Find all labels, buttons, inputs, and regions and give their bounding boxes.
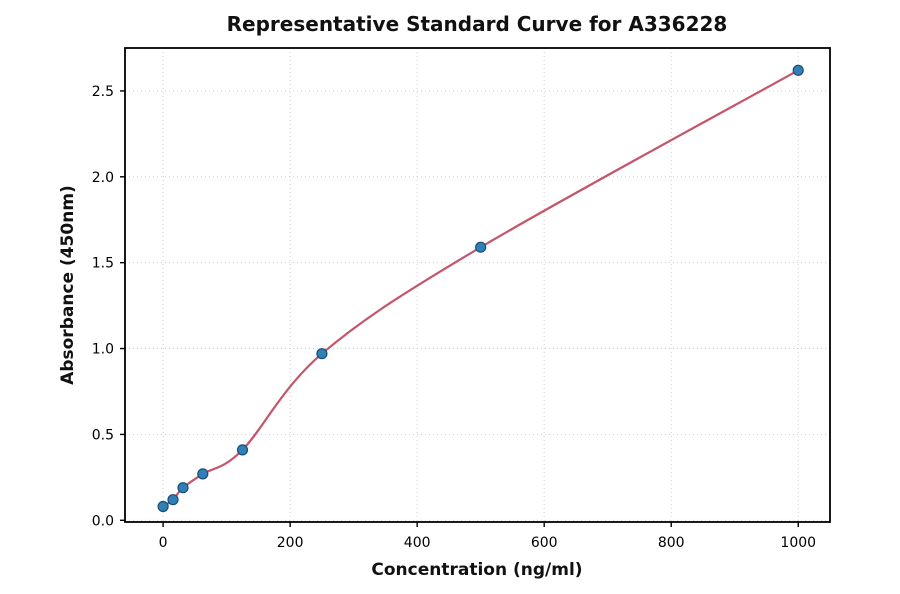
- plot-border: [124, 47, 831, 523]
- fit-curve: [162, 69, 799, 508]
- x-tick-label: 1000: [780, 535, 816, 551]
- y-tick-label: 2.0: [92, 170, 114, 186]
- tick-layer: 0 200 400 600 800 1000 0.0 0.5 1.0 1.5 2.0 2.5: [92, 84, 816, 551]
- y-tick-label: 2.5: [92, 84, 114, 100]
- data-point: [475, 241, 487, 253]
- y-tick-label: 0.5: [92, 427, 114, 443]
- point-layer: [157, 64, 804, 513]
- data-point: [197, 468, 209, 480]
- curve-layer: [162, 69, 799, 508]
- data-point: [792, 64, 804, 76]
- x-axis-label: Concentration (ng/ml): [371, 560, 582, 580]
- x-tick-label: 600: [531, 535, 558, 551]
- x-tick-label: 0: [159, 535, 168, 551]
- data-point: [177, 482, 189, 494]
- chart-title: Representative Standard Curve for A33622…: [227, 12, 728, 36]
- data-point: [157, 500, 169, 513]
- data-point: [236, 444, 249, 456]
- y-tick-label: 0.0: [92, 513, 114, 529]
- x-tick-label: 200: [277, 535, 304, 551]
- x-tick-label: 400: [404, 535, 431, 551]
- y-axis-label: Absorbance (450nm): [58, 185, 78, 385]
- y-tick-label: 1.0: [92, 342, 114, 358]
- data-point: [167, 494, 179, 506]
- y-tick-label: 1.5: [92, 256, 114, 272]
- grid-layer: [125, 48, 830, 522]
- x-tick-label: 800: [658, 535, 685, 551]
- data-point: [316, 348, 328, 360]
